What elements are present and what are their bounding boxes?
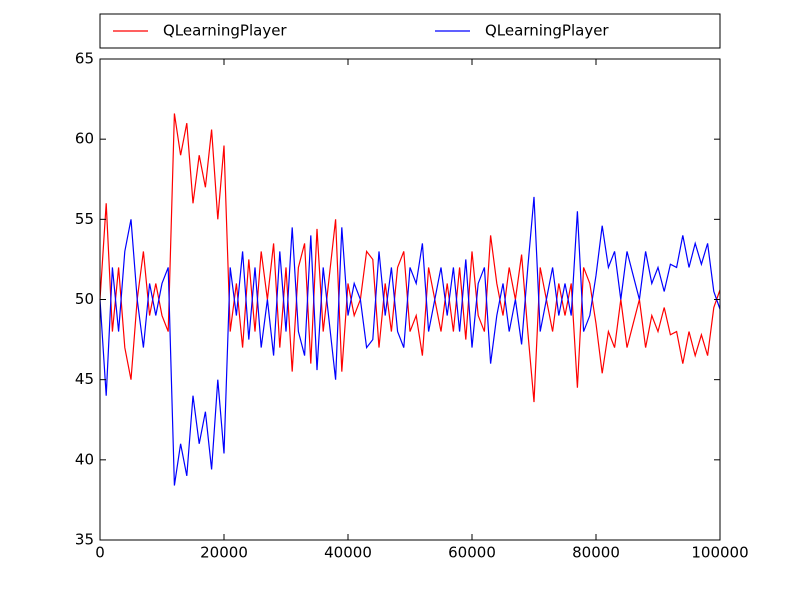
y-tick-label: 55 <box>75 210 94 228</box>
plot-area <box>99 113 721 486</box>
y-tick-label: 60 <box>75 130 94 148</box>
y-tick-label: 45 <box>75 370 94 388</box>
y-tick-label: 40 <box>75 450 94 468</box>
legend-label: QLearningPlayer <box>485 22 609 40</box>
x-tick-label: 100000 <box>691 544 748 562</box>
legend: QLearningPlayer QLearningPlayer <box>99 13 721 49</box>
y-tick-label: 50 <box>75 290 94 308</box>
y-tick-label: 65 <box>75 50 94 68</box>
series-line <box>99 196 721 486</box>
x-tick-label: 0 <box>95 544 105 562</box>
y-tick-label: 35 <box>75 531 94 549</box>
x-tick-label: 80000 <box>572 544 620 562</box>
series-line <box>99 113 721 403</box>
legend-label: QLearningPlayer <box>163 22 287 40</box>
x-tick-label: 40000 <box>324 544 372 562</box>
x-tick-label: 20000 <box>200 544 248 562</box>
legend-box <box>99 13 721 49</box>
x-tick-label: 60000 <box>448 544 496 562</box>
